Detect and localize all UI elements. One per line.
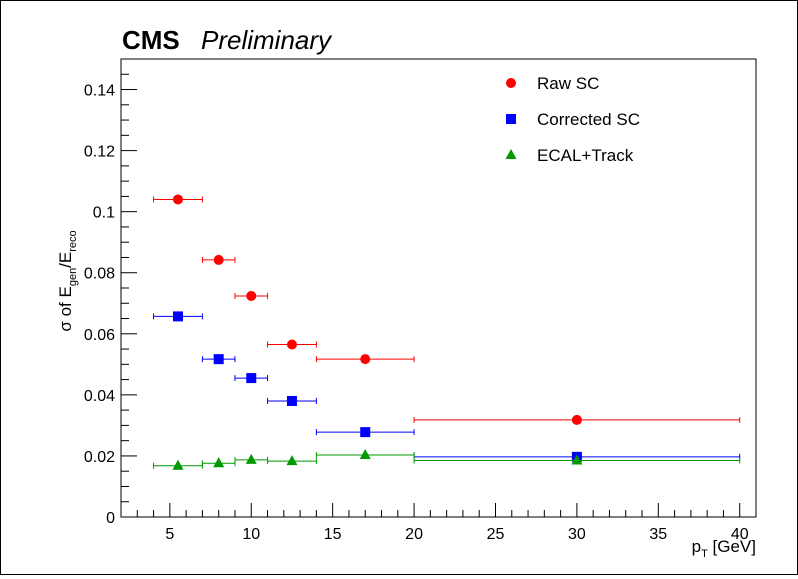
x-tick-label: 10 [242,526,260,543]
legend-entry: Raw SC [506,74,599,93]
series-ecal-track [153,449,741,470]
y-tick-label: 0 [106,510,115,527]
data-point [286,455,298,466]
legend: Raw SC Corrected SC ECAL+Track [505,74,640,165]
data-point [213,457,225,468]
legend-marker [506,114,516,124]
legend-entry: Corrected SC [506,110,640,129]
legend-label: Corrected SC [537,110,640,129]
data-point [213,354,224,365]
y-axis-label: σ of Egen/Ereco [56,230,79,331]
x-tick-label: 5 [165,526,174,543]
y-tick-label: 0.02 [84,449,115,466]
x-tick-label: 30 [568,526,586,543]
x-label-post: [GeV] [708,537,756,556]
data-point [571,454,583,465]
data-point [246,290,257,301]
series-corrected-sc [153,311,741,462]
x-label-base: p [692,537,701,556]
title-bold: CMS [122,25,180,55]
plot-frame [120,58,757,518]
legend-label: Raw SC [537,74,599,93]
y-tick-label: 0.12 [84,144,115,161]
title-italic: Preliminary [201,25,333,55]
legend-entry: ECAL+Track [505,146,634,165]
y-tick-label: 0.1 [93,205,115,222]
data-point [213,254,224,265]
y-tick-label: 0.14 [84,83,115,100]
x-tick-label: 40 [731,526,749,543]
y-tick-label: 0.04 [84,388,115,405]
y-label-pre: σ of E [56,286,75,331]
chart-title: CMS Preliminary [122,25,333,55]
plot-area: 5 10 15 20 25 30 35 40 0 0.02 0.04 0.06 0.08 0.1 0.12 0… [84,58,757,543]
y-label-sub1: gen [67,268,79,286]
series-raw-sc [153,194,741,425]
y-label-sub2: reco [67,230,79,251]
data-point [246,373,257,384]
data-point [172,459,184,470]
x-tick-label: 15 [324,526,342,543]
y-tick-label: 0.06 [84,327,115,344]
data-point [359,449,371,460]
legend-marker [505,149,517,159]
data-point [286,339,297,350]
data-point [571,414,582,425]
data-point [286,395,297,406]
x-tick-label: 20 [405,526,423,543]
x-axis-label: pT [GeV] [692,537,756,560]
data-point [360,354,371,365]
data-point [172,311,183,322]
legend-label: ECAL+Track [537,146,634,165]
legend-marker [506,78,516,88]
x-tick-label: 25 [487,526,505,543]
data-point [360,427,371,438]
data-point [172,194,183,205]
x-tick-label: 35 [649,526,667,543]
data-point [245,453,257,464]
y-label-mid: /E [56,252,75,268]
x-label-sub: T [701,548,708,560]
y-tick-label: 0.08 [84,266,115,283]
